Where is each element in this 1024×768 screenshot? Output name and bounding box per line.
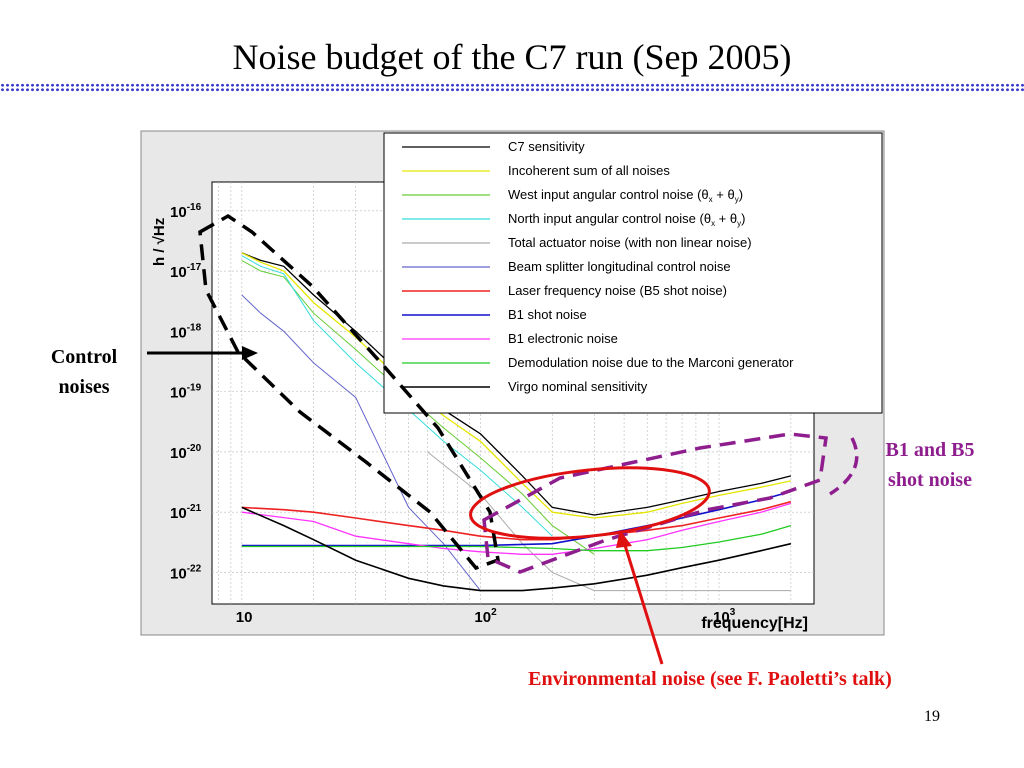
control-noises-line-2: noises [58,376,110,398]
x-tick-label: 10 [236,609,253,626]
shot-noise-dashed-outline [482,432,828,574]
series-line [241,500,792,541]
series-line [241,294,481,591]
y-tick-exponent: -16 [187,202,202,213]
legend-text-part: + θ [715,211,737,226]
legend-entry: C7 sensitivity [508,139,585,154]
slide-title: Noise budget of the C7 run (Sep 2005) [232,37,792,77]
y-axis-label: h / √Hz [151,218,168,266]
control-noises-arrowhead [242,346,258,360]
environmental-noise-arrowhead [616,530,632,548]
control-noises-dashed-outline [198,213,500,571]
control-noises-line-1: Control [50,346,118,368]
series-line [241,506,792,592]
legend-subscript: y [737,219,741,228]
legend-subscript: x [709,195,713,204]
legend-box [383,132,883,414]
legend-text-part: ) [741,211,745,226]
y-tick-exponent: -20 [187,443,202,454]
x-axis-label: frequency[Hz] [701,615,808,632]
b1-b5-shot-noise-annotation: B1 and B5 shot noise [860,435,1000,495]
legend-entry: Incoherent sum of all noises [508,163,670,178]
legend-text-part: + θ [713,187,735,202]
legend-entry: Virgo nominal sensitivity [508,379,648,394]
y-tick-exponent: -22 [187,563,202,574]
series-line [427,451,791,592]
legend-entry: B1 shot noise [508,307,587,322]
series-line [241,252,792,516]
legend-entry: West input angular control noise (θx + θ… [508,187,743,204]
legend-entry: North input angular control noise (θx + … [508,211,745,228]
y-tick-exponent: -18 [187,322,202,333]
environmental-noise-pointer-line [622,541,664,665]
legend-subscript: x [711,219,715,228]
page-number: 19 [924,708,940,725]
x-tick-exponent: 3 [730,607,736,618]
b1-b5-line-2: shot noise [888,469,972,491]
shot-noise-bracket [829,437,859,496]
legend: C7 sensitivity Incoherent sum of all nois… [383,132,883,414]
environmental-noise-ellipse [469,466,711,540]
title-divider [0,83,1024,92]
control-noises-annotation: Control noises [34,342,134,402]
legend-entry: Laser frequency noise (B5 shot noise) [508,283,727,298]
legend-text-part: ) [739,187,743,202]
legend-subscript: y [735,195,739,204]
y-tick-exponent: -21 [187,503,202,514]
b1-b5-line-1: B1 and B5 [885,439,975,461]
series-line [241,524,792,552]
annotation-shapes [147,213,859,665]
series-line [241,502,792,555]
legend-entry: Demodulation noise due to the Marconi ge… [508,355,794,370]
legend-entry: B1 electronic noise [508,331,618,346]
x-tick-exponent: 2 [491,607,497,618]
y-tick-exponent: -19 [187,383,202,394]
legend-entry: Total actuator noise (with non linear no… [508,235,752,250]
series-line [241,252,792,519]
legend-entry: Beam splitter longitudinal control noise [508,259,731,274]
y-tick-exponent: -17 [187,262,202,273]
environmental-noise-annotation: Environmental noise (see F. Paoletti’s t… [528,668,892,690]
